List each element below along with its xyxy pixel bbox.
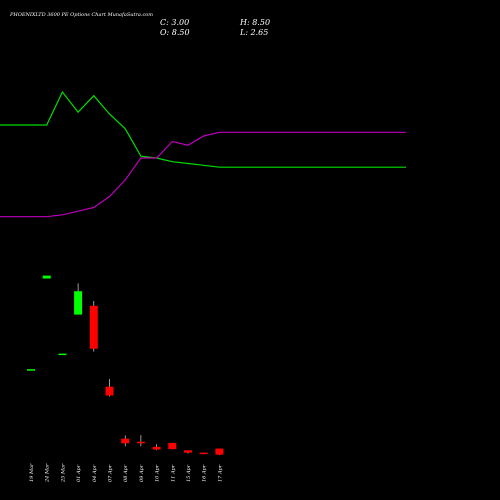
low-value: L: 2.65 (239, 28, 268, 37)
candle-body (27, 369, 35, 371)
candle (136, 435, 145, 447)
candle (42, 275, 51, 279)
candle (152, 444, 161, 451)
candle-body (42, 275, 51, 279)
close-value: C: 3.00 (160, 18, 189, 27)
date-label: 25 Mar (60, 463, 66, 483)
candle-body (105, 386, 114, 396)
date-label: 08 Apr (123, 464, 129, 482)
open-value: O: 8.50 (160, 28, 190, 37)
candle (89, 300, 98, 352)
date-label: 17 Apr (217, 464, 223, 482)
date-axis: 19 Mar 24 Mar 25 Mar 01 Apr 04 Apr 07 Apr 08 A… (29, 463, 223, 483)
date-label: 11 Apr (170, 464, 176, 482)
indicator-lines (0, 90, 406, 218)
date-label: 04 Apr (92, 464, 98, 482)
candle-body (89, 305, 98, 349)
candle-body (58, 353, 67, 356)
candle (215, 448, 224, 455)
date-label: 15 Apr (186, 464, 192, 482)
date-label: 24 Mar (45, 463, 51, 483)
indicator-line-2 (0, 131, 406, 218)
date-label: 16 Apr (202, 464, 208, 482)
high-value: H: 8.50 (239, 18, 270, 27)
candle-body (136, 441, 145, 444)
candle-body (121, 438, 130, 444)
candle-body (168, 442, 177, 450)
candle (27, 369, 35, 371)
candle (199, 452, 208, 455)
candle (168, 442, 177, 450)
date-label: 07 Apr (108, 464, 114, 482)
candle-body (199, 452, 208, 455)
date-label: 10 Apr (155, 464, 161, 482)
candle (58, 353, 67, 356)
candle (74, 283, 83, 315)
candlesticks (27, 275, 224, 455)
candle-body (215, 448, 224, 455)
date-label: 19 Mar (29, 463, 35, 482)
date-label: 09 Apr (139, 464, 145, 482)
indicator-line-1 (0, 90, 406, 168)
candle (105, 378, 114, 397)
candle-body (74, 291, 83, 315)
candle (121, 435, 130, 447)
date-label: 01 Apr (76, 464, 82, 482)
candle-body (152, 446, 161, 450)
candle (184, 450, 192, 454)
candle-body (184, 450, 192, 453)
chart-title: PHOENIXLTD 3600 PE Options Chart MunafaS… (9, 12, 153, 18)
